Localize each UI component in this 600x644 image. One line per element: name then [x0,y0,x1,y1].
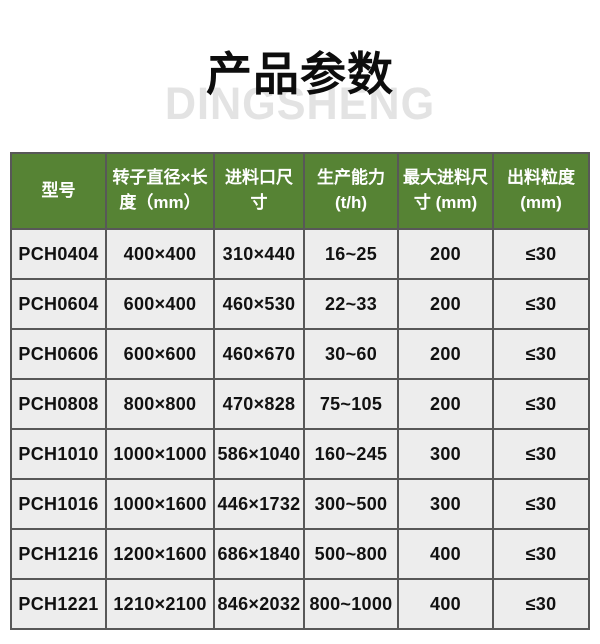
cell-model: PCH1010 [10,428,107,480]
cell-capacity: 800~1000 [303,578,399,630]
col-header-label: 寸 (mm) [413,193,478,212]
col-header-max-feed: 最大进料尺 寸 (mm) [397,152,494,230]
col-header-label: 进料口尺寸 [225,168,293,212]
cell-model: PCH1216 [10,528,107,580]
cell-inlet-size: 586×1040 [213,428,305,480]
cell-output-size: ≤30 [492,578,590,630]
table-row: PCH1010 1000×1000 586×1040 160~245 300 ≤… [10,428,590,480]
cell-output-size: ≤30 [492,528,590,580]
table-row: PCH0404 400×400 310×440 16~25 200 ≤30 [10,228,590,280]
page-header: DINGSHENG 产品参数 [0,0,600,152]
cell-capacity: 300~500 [303,478,399,530]
table-row: PCH0808 800×800 470×828 75~105 200 ≤30 [10,378,590,430]
col-header-label: 生产能力 [317,168,385,188]
col-header-output-size: 出料粒度 (mm) [492,152,590,230]
cell-max-feed: 200 [397,278,494,330]
cell-inlet-size: 460×670 [213,328,305,380]
cell-max-feed: 300 [397,478,494,530]
col-header-label: (mm) [520,193,562,212]
col-header-capacity: 生产能力 (t/h) [303,152,399,230]
cell-max-feed: 400 [397,578,494,630]
cell-rotor-size: 600×600 [105,328,215,380]
header-row: 型号 转子直径×长 度（mm） 进料口尺寸 生产能力 (t/h) 最大进料尺 寸… [10,152,590,230]
col-header-label: 转子直径×长 [112,168,208,188]
cell-model: PCH1016 [10,478,107,530]
page-title: 产品参数 [206,48,394,100]
col-header-label: 出料粒度 [507,168,575,188]
cell-rotor-size: 1200×1600 [105,528,215,580]
cell-output-size: ≤30 [492,328,590,380]
cell-inlet-size: 846×2032 [213,578,305,630]
cell-inlet-size: 446×1732 [213,478,305,530]
cell-output-size: ≤30 [492,278,590,330]
cell-rotor-size: 1000×1600 [105,478,215,530]
table-row: PCH1221 1210×2100 846×2032 800~1000 400 … [10,578,590,630]
cell-rotor-size: 1000×1000 [105,428,215,480]
product-spec-table: 型号 转子直径×长 度（mm） 进料口尺寸 生产能力 (t/h) 最大进料尺 寸… [10,152,590,630]
brand-watermark: DINGSHENG [164,78,436,129]
cell-capacity: 500~800 [303,528,399,580]
cell-output-size: ≤30 [492,478,590,530]
cell-rotor-size: 1210×2100 [105,578,215,630]
cell-inlet-size: 310×440 [213,228,305,280]
cell-capacity: 30~60 [303,328,399,380]
cell-max-feed: 200 [397,228,494,280]
col-header-label: (t/h) [334,193,368,212]
col-header-label: 型号 [41,180,76,200]
col-header-rotor-size: 转子直径×长 度（mm） [105,152,215,230]
table-row: PCH0606 600×600 460×670 30~60 200 ≤30 [10,328,590,380]
cell-max-feed: 200 [397,328,494,380]
cell-capacity: 22~33 [303,278,399,330]
cell-output-size: ≤30 [492,428,590,480]
cell-model: PCH0604 [10,278,107,330]
cell-model: PCH1221 [10,578,107,630]
cell-inlet-size: 686×1840 [213,528,305,580]
cell-inlet-size: 470×828 [213,378,305,430]
cell-rotor-size: 600×400 [105,278,215,330]
table-row: PCH1016 1000×1600 446×1732 300~500 300 ≤… [10,478,590,530]
cell-max-feed: 200 [397,378,494,430]
cell-output-size: ≤30 [492,378,590,430]
cell-model: PCH0404 [10,228,107,280]
col-header-inlet-size: 进料口尺寸 [213,152,305,230]
cell-inlet-size: 460×530 [213,278,305,330]
cell-rotor-size: 800×800 [105,378,215,430]
cell-capacity: 75~105 [303,378,399,430]
table-row: PCH1216 1200×1600 686×1840 500~800 400 ≤… [10,528,590,580]
cell-capacity: 160~245 [303,428,399,480]
cell-rotor-size: 400×400 [105,228,215,280]
cell-capacity: 16~25 [303,228,399,280]
table-row: PCH0604 600×400 460×530 22~33 200 ≤30 [10,278,590,330]
cell-output-size: ≤30 [492,228,590,280]
cell-model: PCH0808 [10,378,107,430]
cell-max-feed: 400 [397,528,494,580]
col-header-model: 型号 [10,152,107,230]
col-header-label: 度（mm） [119,193,201,212]
col-header-label: 最大进料尺 [403,168,488,188]
cell-model: PCH0606 [10,328,107,380]
cell-max-feed: 300 [397,428,494,480]
